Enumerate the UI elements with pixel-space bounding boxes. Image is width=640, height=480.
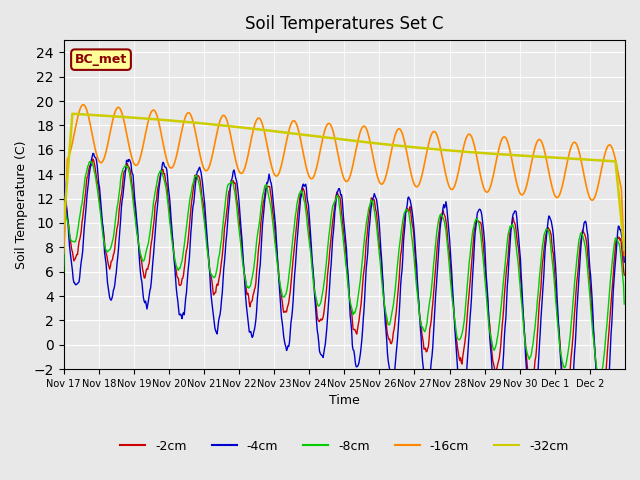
Title: Soil Temperatures Set C: Soil Temperatures Set C: [245, 15, 444, 33]
Text: BC_met: BC_met: [75, 53, 127, 66]
Y-axis label: Soil Temperature (C): Soil Temperature (C): [15, 141, 28, 269]
Legend: -2cm, -4cm, -8cm, -16cm, -32cm: -2cm, -4cm, -8cm, -16cm, -32cm: [115, 435, 573, 458]
X-axis label: Time: Time: [329, 395, 360, 408]
